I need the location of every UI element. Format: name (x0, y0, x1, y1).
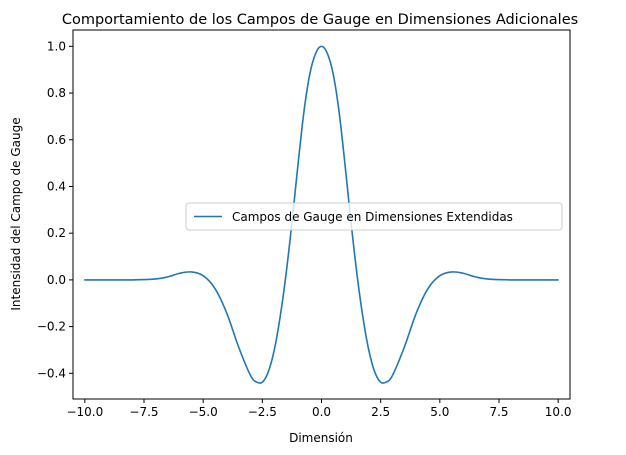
y-tick-label: 0.4 (47, 179, 66, 193)
plot-frame (72, 29, 571, 400)
x-tick-label: 0.0 (312, 405, 331, 419)
x-tick-label: 5.0 (430, 405, 449, 419)
legend-box (185, 202, 563, 231)
x-tick-label: 10.0 (545, 405, 572, 419)
y-tick-label: −0.4 (37, 366, 66, 380)
y-tick-label: 0.8 (47, 86, 66, 100)
x-tick-label: −5.0 (189, 405, 218, 419)
x-axis-ticks: −10.0 −7.5 −5.0 −2.5 0.0 2.5 5.0 7.5 10.0 (66, 399, 572, 419)
y-tick-label: 0.6 (47, 133, 66, 147)
series-line (84, 45, 559, 384)
x-tick-label: −10.0 (66, 405, 103, 419)
y-tick-label: 0.0 (47, 273, 66, 287)
x-axis-label: Dimensión (289, 431, 353, 445)
chart-title: Comportamiento de los Campos de Gauge en… (62, 12, 578, 28)
y-axis-label: Intensidad del Campo de Gauge (9, 117, 23, 310)
x-tick-label: −7.5 (129, 405, 158, 419)
x-tick-label: 2.5 (371, 405, 390, 419)
legend: Campos de Gauge en Dimensiones Extendida… (185, 202, 563, 231)
y-tick-label: −0.2 (37, 320, 66, 334)
x-tick-label: −2.5 (248, 405, 277, 419)
x-tick-label: 7.5 (489, 405, 508, 419)
legend-label: Campos de Gauge en Dimensiones Extendida… (232, 210, 513, 224)
y-tick-label: 1.0 (47, 39, 66, 53)
y-tick-label: 0.2 (47, 226, 66, 240)
series-layer (84, 45, 559, 384)
y-axis-ticks: −0.4 −0.2 0.0 0.2 0.4 0.6 0.8 1.0 (37, 39, 73, 380)
